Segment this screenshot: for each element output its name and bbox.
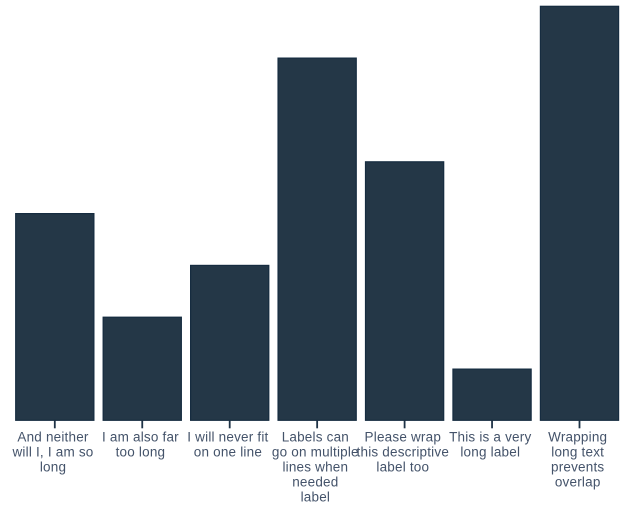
svg-text:I will never fiton one line: I will never fit on one line xyxy=(187,429,268,459)
svg-text:Wrappinglong textpreventsoverl: Wrapping long text prevents overlap xyxy=(548,429,607,489)
svg-text:This is a verylong label: This is a very long label xyxy=(449,429,531,459)
svg-text:Please wrapthis descriptivelab: Please wrap this descriptive label too xyxy=(357,429,450,474)
svg-text:Labels cango on multiplelines: Labels can go on multiple lines when needed… xyxy=(272,429,359,504)
svg-text:And neitherwill I, I am solong: And neither will I, I am so long xyxy=(11,429,93,474)
svg-text:I am also fartoo long: I am also far too long xyxy=(102,429,179,459)
